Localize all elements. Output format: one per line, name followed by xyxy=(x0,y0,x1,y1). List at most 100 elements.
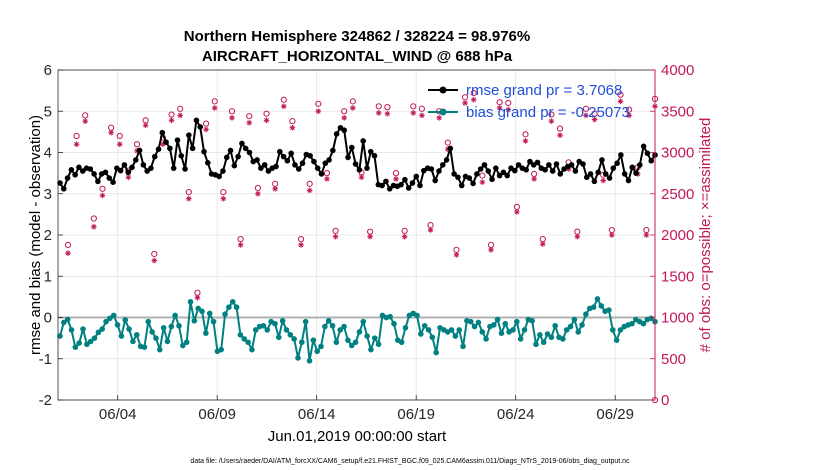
bias-point xyxy=(345,337,351,343)
bias-point xyxy=(226,304,232,310)
star-stroke xyxy=(229,115,235,121)
obs-assimilated-marker xyxy=(108,129,114,136)
bias-point xyxy=(126,326,132,332)
bias-point xyxy=(103,318,109,325)
y-right-tick-label: 1000 xyxy=(661,310,694,327)
rmse-point xyxy=(326,157,332,163)
bias-point xyxy=(160,325,167,331)
rmse-point xyxy=(546,162,552,168)
obs-assimilated-marker xyxy=(237,242,244,248)
rmse-point xyxy=(371,153,378,159)
obs-possible-marker xyxy=(315,100,322,107)
obs-assimilated-marker xyxy=(315,108,322,115)
rmse-point xyxy=(57,180,63,186)
obs-possible-marker xyxy=(73,132,80,140)
rmse-point xyxy=(500,169,507,176)
obs-possible-marker xyxy=(116,132,123,140)
obs-possible-marker xyxy=(479,172,486,179)
obs-possible-marker xyxy=(202,120,210,127)
rmse-point xyxy=(197,124,204,130)
obs-assimilated-marker xyxy=(272,186,278,192)
rmse-point xyxy=(314,165,321,171)
rmse-point xyxy=(606,175,613,181)
bias-point xyxy=(172,312,178,319)
rmse-point xyxy=(125,169,132,176)
obs-possible-marker xyxy=(522,131,529,138)
right-axis-ticks: 0 500 1000 1500 2000 2500 3000 3500 4000 xyxy=(650,62,694,409)
bias-point xyxy=(264,327,271,333)
y-left-tick-label: 3 xyxy=(44,186,52,203)
star-stroke xyxy=(186,196,192,202)
obs-assimilated-marker xyxy=(539,241,546,247)
bias-point xyxy=(533,341,539,348)
obs-assimilated-marker xyxy=(427,227,434,233)
bias-point xyxy=(494,316,501,323)
star-stroke xyxy=(359,174,364,180)
star-stroke xyxy=(385,111,390,117)
rmse-point xyxy=(629,164,636,171)
obs-assimilated-marker xyxy=(600,177,607,184)
rmse-point xyxy=(439,162,446,168)
rmse-point xyxy=(466,175,473,181)
obs-possible-marker xyxy=(211,98,218,105)
bias-point xyxy=(544,331,551,337)
rmse-point xyxy=(201,148,207,155)
star-stroke xyxy=(376,110,382,116)
y-right-tick-label: 1500 xyxy=(661,268,694,285)
bias-point xyxy=(95,329,102,336)
bias-series xyxy=(57,296,658,364)
source-footnote: data file: /Users/raeder/DAI/ATM_forcXX/… xyxy=(190,458,630,465)
obs-assimilated-marker xyxy=(203,126,209,133)
obs-possible-marker xyxy=(177,105,184,112)
obs-possible-marker xyxy=(185,189,192,196)
bias-point xyxy=(130,338,136,345)
bias-point xyxy=(99,326,106,332)
rmse-point xyxy=(170,165,177,171)
y-left-tick-label: 6 xyxy=(44,62,52,79)
rmse-point xyxy=(580,161,586,167)
rmse-point xyxy=(189,145,196,152)
bias-point xyxy=(287,332,294,338)
y-right-tick-label: 3000 xyxy=(661,145,694,162)
rmse-point xyxy=(443,157,450,163)
bias-point xyxy=(176,322,182,329)
bias-point xyxy=(529,318,535,324)
rmse-point xyxy=(405,185,412,191)
y-left-tick-label: 4 xyxy=(44,145,52,162)
obs-assimilated-marker xyxy=(73,141,80,148)
rmse-point xyxy=(379,182,385,189)
obs-assimilated-marker xyxy=(116,141,123,148)
star-stroke xyxy=(177,113,183,118)
rmse-point xyxy=(299,160,306,167)
rmse-point xyxy=(455,174,461,181)
legend-bias-label: bias grand pr = -0.25073 xyxy=(466,104,630,121)
obs-possible-marker xyxy=(556,125,564,132)
bias-point xyxy=(252,327,259,333)
obs-possible-marker xyxy=(297,236,305,243)
rmse-point xyxy=(417,182,423,189)
obs-assimilated-marker xyxy=(82,118,89,124)
rmse-point xyxy=(644,150,651,157)
star-stroke xyxy=(264,118,269,123)
bias-point xyxy=(107,315,113,322)
bias-point xyxy=(471,323,478,330)
bias-point xyxy=(563,327,570,333)
star-stroke xyxy=(203,127,209,132)
obs-assimilated-marker xyxy=(643,232,650,238)
obs-possible-marker xyxy=(99,185,106,192)
rmse-point xyxy=(110,179,116,185)
bias-point xyxy=(195,305,201,312)
bias-point xyxy=(590,304,597,310)
obs-assimilated-marker xyxy=(557,132,563,138)
bias-point xyxy=(291,336,297,342)
star-stroke xyxy=(324,176,330,182)
bias-point xyxy=(210,318,217,325)
obs-assimilated-marker xyxy=(583,112,589,119)
obs-assimilated-marker xyxy=(609,232,615,238)
rmse-point xyxy=(549,168,556,174)
bias-point xyxy=(521,327,528,333)
obs-assimilated-marker xyxy=(324,176,330,182)
obs-assimilated-marker xyxy=(211,105,218,111)
bias-point xyxy=(402,325,409,331)
star-stroke xyxy=(333,234,338,239)
